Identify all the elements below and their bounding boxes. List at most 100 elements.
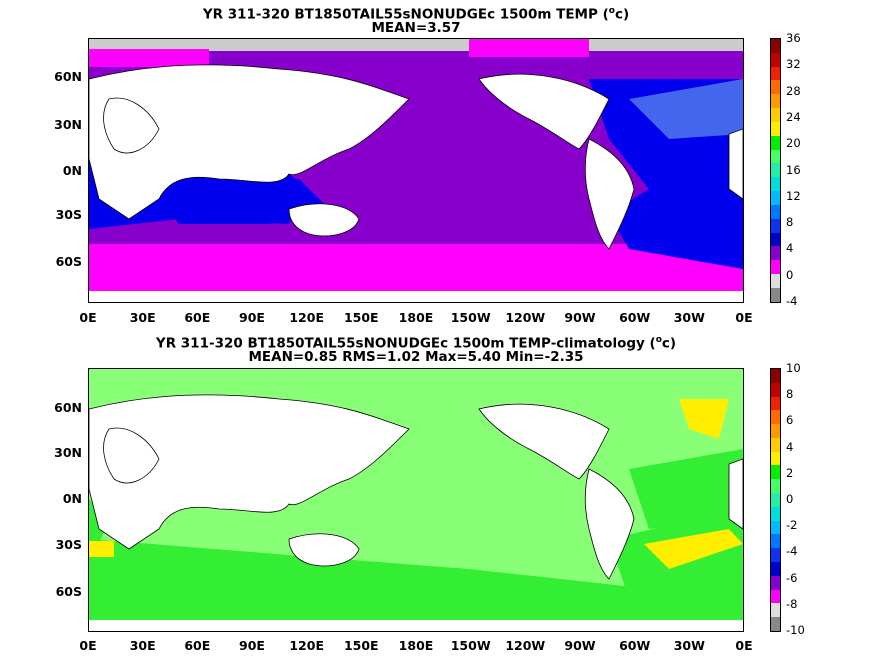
bottom-ylabel-60s: 60S [55,584,82,599]
top-ylabel-0n: 0N [62,163,82,178]
bottom-ylabel-0n: 0N [62,491,82,506]
colorbar-swatch [771,177,780,192]
colorbar-swatch [771,39,780,53]
top-map-field [89,39,743,302]
bottom-xlabel-1: 30E [129,638,156,653]
colorbar-swatch [771,149,780,164]
colorbar-label: 4 [786,241,794,256]
colorbar-swatch [771,369,780,383]
colorbar-label: 4 [786,439,794,454]
colorbar-swatch [771,163,780,178]
colorbar-label: 16 [786,162,801,177]
colorbar-swatch [771,191,780,205]
top-xlabel-3: 90E [239,310,265,325]
colorbar-swatch [771,424,780,438]
colorbar-swatch [771,287,780,302]
colorbar-swatch [771,603,780,618]
colorbar-swatch [771,121,780,136]
bottom-yellow-south-atlantic [644,529,743,569]
bottom-colorbar [770,368,781,632]
top-xlabel-4: 120E [289,310,324,325]
colorbar-label: 0 [786,267,794,282]
colorbar-label: -10 [786,623,805,637]
top-xlabel-10: 60W [619,310,651,325]
colorbar-swatch [771,465,780,480]
bottom-arctic [89,369,743,391]
colorbar-label: -8 [786,596,798,611]
colorbar-swatch [771,246,780,261]
bottom-title-line1: YR 311-320 BT1850TAIL55sNONUDGEc 1500m T… [155,335,677,352]
colorbar-swatch [771,520,780,535]
bottom-xlabel-9: 90W [564,638,596,653]
bottom-ylabel-60n: 60N [54,400,82,415]
top-colorbar [770,38,781,303]
colorbar-label: 6 [786,413,794,428]
top-xlabel-1: 30E [129,310,156,325]
colorbar-label: -4 [786,294,798,308]
bottom-land [89,394,743,580]
top-panel: YR 311-320 BT1850TAIL55sNONUDGEc 1500m T… [54,6,801,325]
colorbar-swatch [771,479,780,494]
bottom-antarctica [89,620,743,631]
top-xlabel-12: 0E [735,310,753,325]
top-ylabel-30s: 30S [55,207,82,222]
colorbar-swatch [771,94,780,109]
bottom-xlabel-11: 30W [673,638,705,653]
colorbar-swatch [771,135,780,150]
colorbar-label: 36 [786,31,801,45]
colorbar-swatch [771,396,780,411]
colorbar-label: -2 [786,518,798,533]
bottom-yellow-north-atlantic [679,399,729,439]
top-xlabel-7: 150W [450,310,491,325]
top-ylabel-60s: 60S [55,254,82,269]
bottom-xlabel-2: 60E [184,638,211,653]
bottom-xlabel-4: 120E [289,638,324,653]
bottom-map-field [89,369,743,631]
colorbar-label: 2 [786,465,794,480]
colorbar-swatch [771,437,780,452]
top-antarctica [89,291,743,302]
colorbar-swatch [771,451,780,466]
bottom-xlabel-6: 180E [398,638,434,653]
colorbar-swatch [771,108,780,122]
colorbar-label: 32 [786,57,801,72]
top-southern-band [89,222,743,244]
colorbar-swatch [771,52,780,67]
top-title-line1: YR 311-320 BT1850TAIL55sNONUDGEc 1500m T… [202,6,630,23]
colorbar-swatch [771,410,780,425]
bottom-ylabel-30n: 30N [54,445,82,460]
colorbar-swatch [771,66,780,81]
bottom-xlabel-0: 0E [79,638,97,653]
top-ylabel-30n: 30N [54,117,82,132]
colorbar-swatch [771,260,780,275]
bottom-xlabel-12: 0E [735,638,753,653]
colorbar-label: 8 [786,387,794,402]
top-title-line2: MEAN=3.57 [371,20,461,36]
colorbar-swatch [771,493,780,507]
top-land [89,64,743,250]
colorbar-swatch [771,232,780,247]
colorbar-swatch [771,274,780,288]
colorbar-label: 20 [786,136,801,151]
bottom-xlabel-3: 90E [239,638,265,653]
colorbar-label: 12 [786,188,801,203]
colorbar-swatch [771,204,780,219]
colorbar-swatch [771,617,780,631]
top-map [88,38,744,303]
colorbar-label: 8 [786,215,794,230]
colorbar-swatch [771,534,780,549]
colorbar-swatch [771,589,780,604]
colorbar-swatch [771,548,780,562]
top-xlabel-5: 150E [343,310,379,325]
top-ylabel-60n: 60N [54,69,82,84]
colorbar-swatch [771,382,780,397]
colorbar-swatch [771,575,780,590]
colorbar-swatch [771,506,780,521]
top-atlantic-north [629,79,743,139]
bottom-xlabel-8: 120W [505,638,546,653]
bottom-xlabel-7: 150W [450,638,491,653]
bottom-xlabel-5: 150E [343,638,379,653]
bottom-panel: YR 311-320 BT1850TAIL55sNONUDGEc 1500m T… [0,328,875,656]
colorbar-label: 24 [786,109,801,124]
top-xlabel-11: 30W [673,310,705,325]
